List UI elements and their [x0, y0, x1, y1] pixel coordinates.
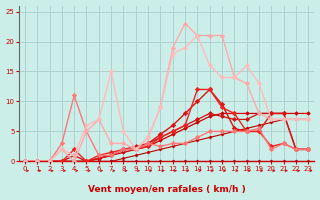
X-axis label: Vent moyen/en rafales ( km/h ): Vent moyen/en rafales ( km/h ) — [88, 185, 245, 194]
